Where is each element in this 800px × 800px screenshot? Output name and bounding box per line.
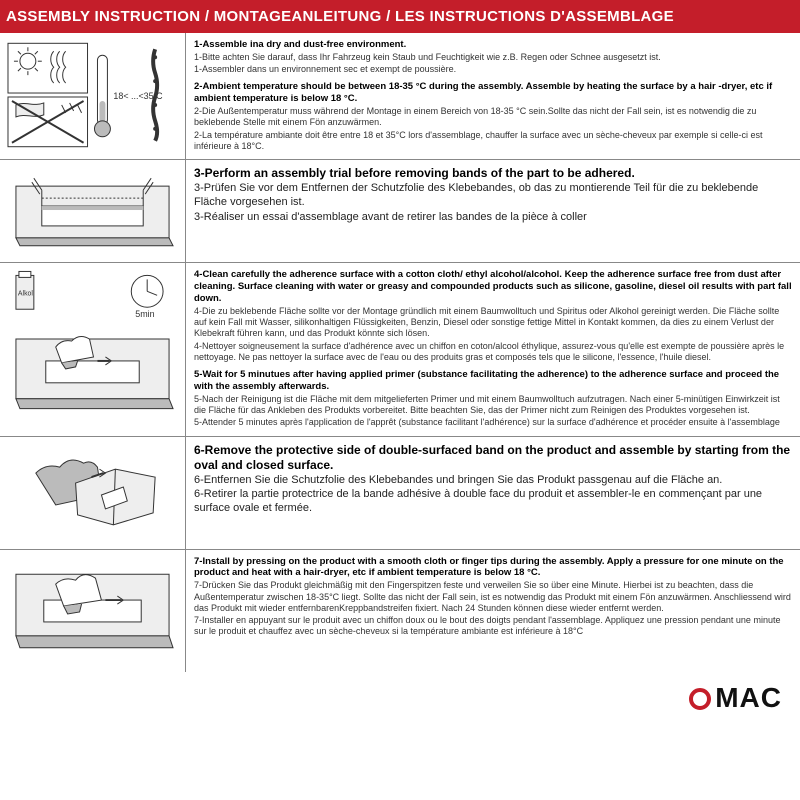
logo-text: MAC [715,682,782,714]
step-block: 1-Assemble ina dry and dust-free environ… [194,39,792,75]
step-title: 6-Remove the protective side of double-s… [194,443,792,473]
step-translation-line: 3-Réaliser un essai d'assemblage avant d… [194,211,792,225]
step-title: 7-Install by pressing on the product wit… [194,556,792,580]
step-translation-line: 4-Die zu beklebende Fläche sollte vor de… [194,306,792,340]
step-block: 2-Ambient temperature should be between … [194,81,792,152]
illustration-press-icon [0,550,186,672]
illustration-trial-icon [0,160,186,262]
step-translation-line: 7-Installer en appuyant sur le produit a… [194,615,792,638]
instruction-text: 4-Clean carefully the adherence surface … [186,263,800,435]
step-translation-line: 2-Die Außentemperatur muss während der M… [194,106,792,129]
instruction-row: 3-Perform an assembly trial before remov… [0,160,800,263]
header-bar: ASSEMBLY INSTRUCTION / MONTAGEANLEITUNG … [0,0,800,33]
instruction-text: 7-Install by pressing on the product wit… [186,550,800,672]
step-translation-line: 3-Prüfen Sie vor dem Entfernen der Schut… [194,182,792,210]
step-block: 4-Clean carefully the adherence surface … [194,269,792,363]
step-translation-line: 1-Assembler dans un environnement sec et… [194,64,792,75]
instruction-text: 1-Assemble ina dry and dust-free environ… [186,33,800,159]
step-translation-line: 6-Entfernen Sie die Schutzfolie des Kleb… [194,474,792,488]
step-block: 6-Remove the protective side of double-s… [194,443,792,516]
instruction-row: 18< ...<35 C 1-Assemble ina dry and dust… [0,33,800,160]
header-title: ASSEMBLY INSTRUCTION / MONTAGEANLEITUNG … [6,8,674,25]
instruction-text: 3-Perform an assembly trial before remov… [186,160,800,262]
step-title: 4-Clean carefully the adherence surface … [194,269,792,305]
instruction-row: 7-Install by pressing on the product wit… [0,550,800,672]
illustration-env-icon: 18< ...<35 C [0,33,186,159]
logo-ring-icon [689,688,711,710]
step-translation-line: 5-Nach der Reinigung ist die Fläche mit … [194,394,792,417]
step-block: 7-Install by pressing on the product wit… [194,556,792,638]
step-translation-line: 5-Attender 5 minutes après l'application… [194,417,792,428]
svg-text:5min: 5min [135,309,154,319]
step-block: 5-Wait for 5 minutues after having appli… [194,369,792,429]
step-title: 2-Ambient temperature should be between … [194,81,792,105]
step-translation-line: 4-Nettoyer soigneusement la surface d'ad… [194,341,792,364]
instruction-text: 6-Remove the protective side of double-s… [186,437,800,549]
instruction-rows: 18< ...<35 C 1-Assemble ina dry and dust… [0,33,800,672]
step-title: 5-Wait for 5 minutues after having appli… [194,369,792,393]
step-block: 3-Perform an assembly trial before remov… [194,166,792,224]
illustration-clean-icon: Alkol 5min [0,263,186,435]
footer: MAC [0,672,800,720]
step-title: 1-Assemble ina dry and dust-free environ… [194,39,792,51]
brand-logo: MAC [689,682,782,714]
step-translation-line: 7-Drücken Sie das Produkt gleichmäßig mi… [194,580,792,614]
step-translation-line: 2-La température ambiante doit être entr… [194,130,792,153]
illustration-peel-icon [0,437,186,549]
instruction-row: 6-Remove the protective side of double-s… [0,437,800,550]
step-title: 3-Perform an assembly trial before remov… [194,166,792,181]
instruction-row: Alkol 5min 4-Clean carefully the adheren… [0,263,800,436]
svg-text:Alkol: Alkol [18,291,33,298]
step-translation-line: 6-Retirer la partie protectrice de la ba… [194,488,792,516]
step-translation-line: 1-Bitte achten Sie darauf, dass Ihr Fahr… [194,52,792,63]
